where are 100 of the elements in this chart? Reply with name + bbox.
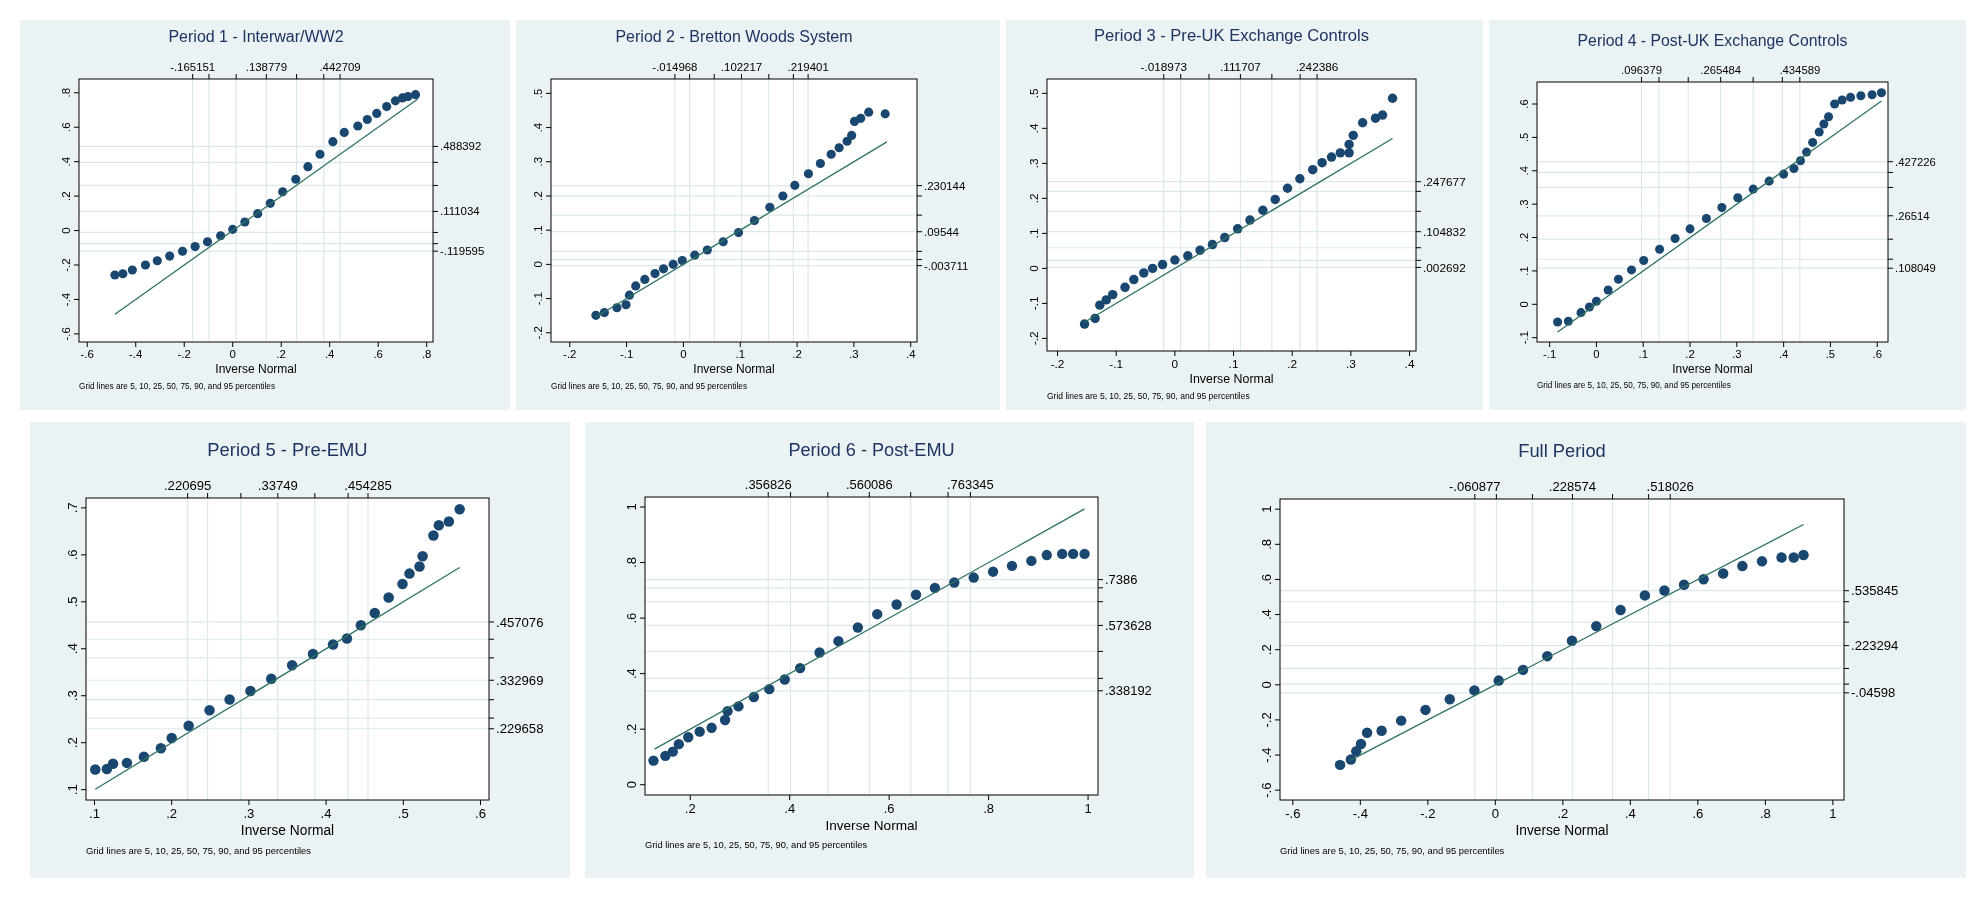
point: [1469, 685, 1480, 696]
y2-tick-label: .535845: [1851, 583, 1899, 599]
point: [1701, 213, 1711, 224]
y-tick-label: .2: [1027, 193, 1041, 204]
y-tick-label: .5: [1518, 132, 1530, 143]
x-tick-label: .1: [1638, 348, 1648, 361]
y-tick-label: -.6: [1259, 782, 1274, 798]
point: [1344, 148, 1354, 158]
x-tick-label: -.6: [80, 348, 94, 361]
y2-tick-label: .488392: [440, 140, 482, 153]
x-tick-label: .4: [905, 348, 917, 361]
y-tick-label: .8: [1259, 538, 1274, 550]
point: [673, 738, 684, 750]
x-tick-label: .3: [243, 806, 255, 822]
point: [1814, 127, 1824, 137]
y-tick-label: .4: [65, 643, 80, 655]
point: [1139, 268, 1149, 278]
chart-title: Period 5 - Pre-EMU: [207, 438, 368, 460]
text: Grid lines are 5, 10, 25, 50, 75, 90, and 95 percentiles: [645, 840, 868, 851]
point: [1334, 759, 1346, 771]
y-tick-label: .6: [65, 549, 80, 561]
point: [833, 635, 844, 647]
point: [372, 108, 382, 119]
point: [1120, 282, 1130, 293]
x2-tick-label: .33749: [257, 478, 298, 493]
x-axis-title: Inverse Normal: [693, 361, 775, 376]
x-tick-label: -.6: [1285, 806, 1301, 822]
y-tick-label: .3: [1027, 158, 1041, 169]
text: Grid lines are 5, 10, 25, 50, 75, 90, and 95 percentiles: [1047, 391, 1250, 402]
point: [1335, 148, 1346, 158]
point: [852, 622, 864, 633]
point: [847, 130, 857, 140]
y2-tick-label: .111034: [440, 205, 481, 218]
point: [1444, 693, 1455, 705]
point: [1670, 234, 1680, 244]
x-tick-label: -.2: [1050, 356, 1065, 371]
x2-tick-label: .111707: [1219, 60, 1261, 74]
point: [1717, 202, 1727, 213]
y-tick-label: .6: [1259, 573, 1274, 585]
x-axis-title: Inverse Normal: [1672, 361, 1753, 376]
point: [1733, 193, 1743, 203]
point: [1591, 620, 1602, 632]
point: [1420, 704, 1431, 716]
y-tick-label: 0: [60, 227, 72, 234]
y-tick-label: .2: [1259, 644, 1274, 656]
point: [127, 265, 137, 275]
point: [165, 251, 175, 261]
y-tick-label: -.1: [532, 291, 544, 306]
y-tick-label: .6: [624, 612, 639, 624]
point: [677, 256, 687, 266]
point: [694, 726, 705, 737]
x-tick-label: .2: [1557, 806, 1569, 822]
point: [1361, 727, 1373, 738]
point: [968, 572, 979, 583]
x2-tick-label: .219401: [787, 61, 829, 73]
y-tick-label: .2: [532, 191, 544, 201]
x-tick-label: .1: [89, 806, 100, 822]
point: [1026, 555, 1037, 567]
y-tick-label: .6: [60, 122, 72, 132]
y2-tick-label: .457076: [496, 614, 544, 630]
point: [183, 720, 194, 732]
y-tick-label: -.2: [1027, 331, 1041, 346]
y-tick-label: 1: [624, 503, 639, 511]
x-tick-label: .5: [1825, 348, 1836, 361]
y-tick-label: .1: [1518, 266, 1530, 276]
point: [1659, 585, 1670, 596]
point: [121, 757, 133, 769]
y2-tick-label: .427226: [1895, 155, 1936, 168]
y-tick-label: -.4: [1259, 747, 1274, 763]
x2-tick-label: -.060877: [1448, 479, 1501, 494]
point: [667, 746, 679, 757]
y-tick-label: .4: [532, 122, 544, 133]
point: [1270, 194, 1280, 205]
point: [648, 755, 659, 766]
point: [1830, 99, 1840, 109]
y2-tick-label: .09544: [924, 225, 960, 238]
chart-title: Period 6 - Post-EMU: [788, 439, 955, 460]
x2-tick-label: .265484: [1700, 64, 1742, 76]
y2-tick-label: .338192: [1105, 683, 1152, 699]
point: [1788, 552, 1799, 563]
x-tick-label: .6: [1872, 348, 1882, 361]
point: [152, 256, 162, 266]
point: [814, 647, 825, 658]
y-tick-label: -.1: [1027, 296, 1041, 311]
y-tick-label: 0: [1027, 264, 1041, 272]
y-tick-label: 0: [1259, 681, 1274, 689]
x-tick-label: .2: [1287, 356, 1298, 371]
y-tick-label: .6: [1518, 99, 1530, 109]
point: [834, 143, 844, 153]
point: [778, 191, 788, 201]
y2-tick-label: -.04598: [1851, 685, 1896, 701]
x-tick-label: .4: [1404, 356, 1415, 371]
point: [1308, 164, 1318, 175]
point: [1627, 265, 1637, 275]
x2-tick-label: -.014968: [652, 61, 698, 73]
point: [224, 694, 235, 705]
y2-tick-label: .002692: [1423, 260, 1466, 275]
y-tick-label: .5: [1027, 88, 1041, 99]
point: [1006, 560, 1018, 572]
point: [202, 237, 213, 247]
